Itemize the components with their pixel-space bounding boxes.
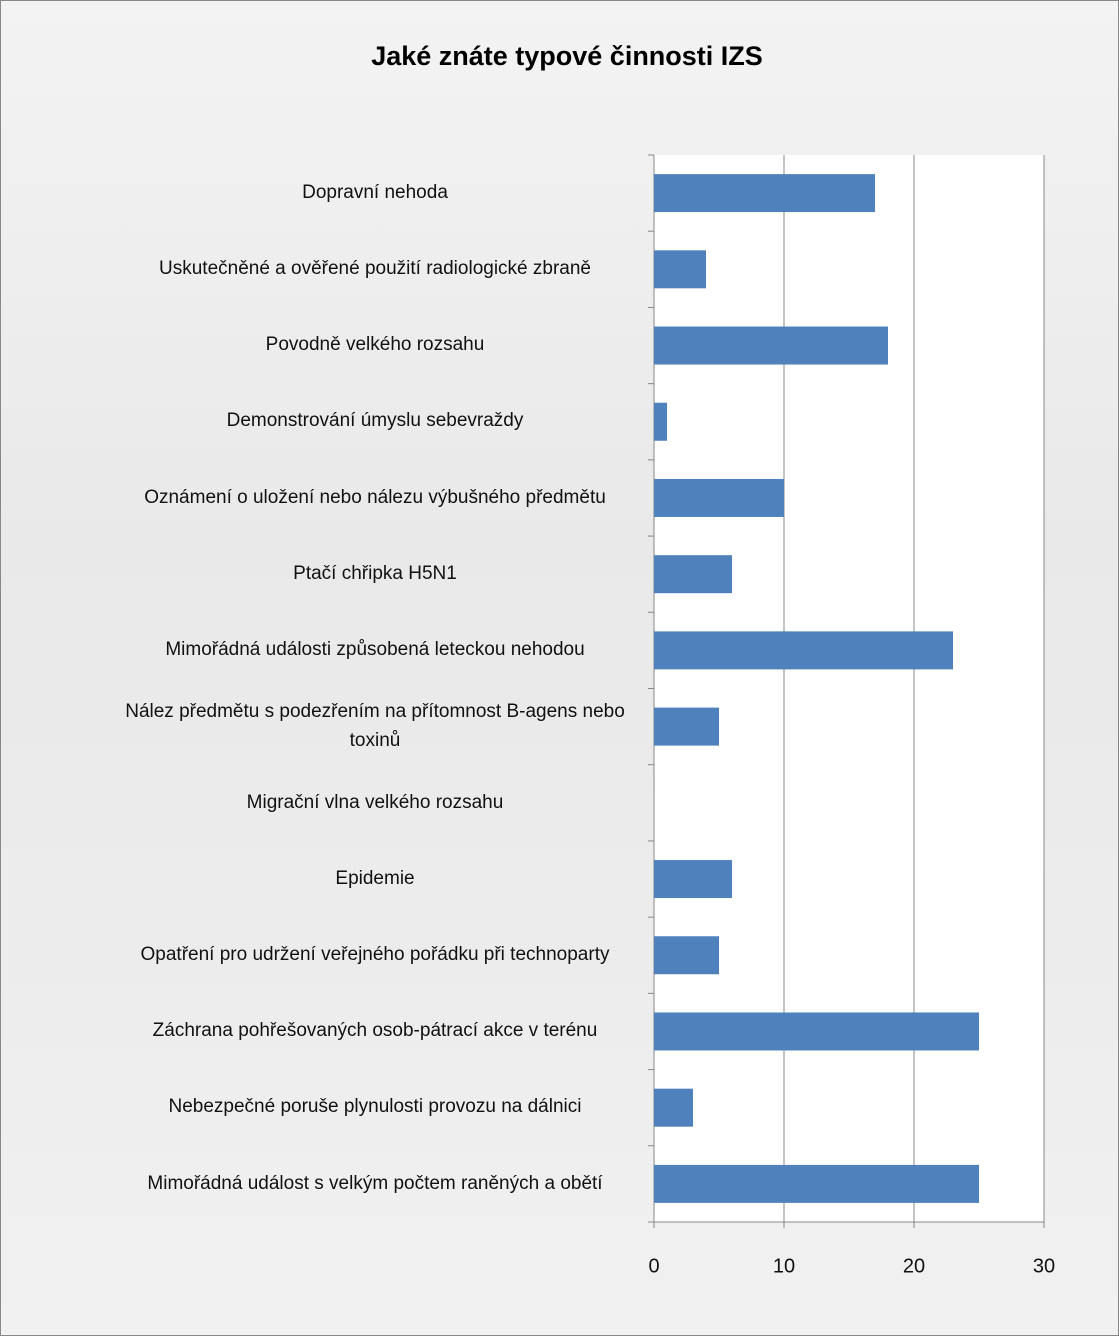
y-tick-label: Uskutečněné a ověřené použití radiologic… (159, 258, 591, 280)
y-tick-label: Oznámení o uložení nebo nálezu výbušného… (144, 486, 606, 508)
y-tick-label: Demonstrování úmyslu sebevraždy (226, 410, 524, 432)
bar (654, 250, 706, 289)
y-tick-label: Migrační vlna velkého rozsahu (246, 791, 504, 813)
bar (654, 1088, 693, 1127)
bar (654, 1164, 979, 1203)
bar (654, 326, 888, 365)
y-tick-label: Nebezpečné poruše plynulosti provozu na … (168, 1096, 582, 1118)
y-tick-label: Nález předmětu s podezřením na přítomnos… (125, 701, 625, 751)
y-tick-label: Povodně velkého rozsahu (265, 334, 485, 356)
bar (654, 1012, 979, 1051)
bar (654, 936, 719, 975)
x-tick-label: 30 (1033, 1255, 1055, 1277)
bar (654, 860, 732, 899)
bar (654, 174, 875, 213)
x-tick-label: 0 (648, 1255, 659, 1277)
bar (654, 707, 719, 746)
bar (654, 402, 667, 441)
y-tick-label: Dopravní nehoda (302, 181, 448, 203)
y-tick-label: Mimořádná události způsobená leteckou ne… (165, 639, 585, 661)
chart-title: Jaké znáte typové činnosti IZS (371, 41, 763, 71)
y-tick-label: Opatření pro udržení veřejného pořádku p… (140, 943, 610, 965)
x-tick-label: 20 (903, 1255, 925, 1277)
bar (654, 631, 953, 670)
x-tick-label: 10 (773, 1255, 795, 1277)
y-tick-label: Mimořádná událost s velkým počtem raněný… (147, 1172, 603, 1194)
y-tick-label: Záchrana pohřešovaných osob-pátrací akce… (152, 1020, 598, 1042)
plot-area (654, 155, 1044, 1222)
bar (654, 478, 784, 517)
bar (654, 555, 732, 594)
y-tick-label: Ptačí chřipka H5N1 (293, 562, 457, 584)
y-tick-label: Epidemie (335, 867, 415, 889)
